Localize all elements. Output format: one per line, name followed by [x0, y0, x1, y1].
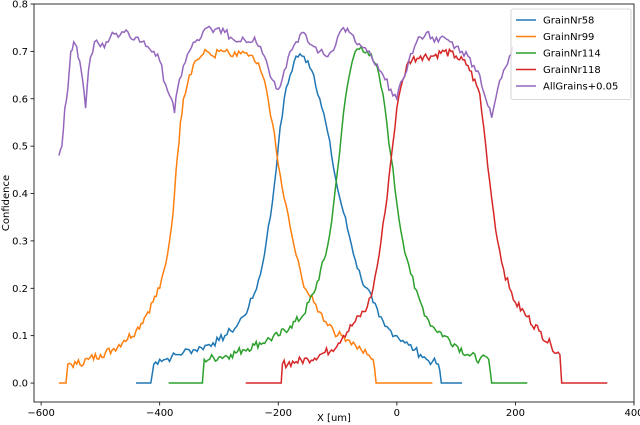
legend-label: GrainNr99 [543, 32, 594, 43]
y-tick-label: 0.7 [12, 47, 28, 58]
y-axis-title: Confidence [1, 175, 12, 231]
x-axis-title: X [um] [317, 413, 351, 424]
legend-box [510, 8, 632, 100]
y-tick-label: 0.2 [12, 284, 28, 295]
x-tick-label: −200 [265, 408, 292, 419]
legend-label: GrainNr118 [543, 65, 601, 76]
x-tick-label: −400 [146, 408, 173, 419]
series-line-grainnr99 [58, 48, 433, 384]
y-tick-label: 0.8 [12, 0, 28, 11]
plot-frame [33, 3, 635, 403]
y-axis: 0.0 0.1 0.2 0.3 0.4 0.5 0.6 0.7 0.8 [12, 0, 34, 390]
x-tick-label: 200 [506, 408, 525, 419]
legend-label: AllGrains+0.05 [543, 82, 618, 93]
x-tick-label: 400 [624, 408, 640, 419]
y-tick-label: 0.0 [12, 379, 28, 390]
y-tick-label: 0.3 [12, 236, 28, 247]
y-tick-label: 0.5 [12, 142, 28, 153]
legend-label: GrainNr58 [543, 16, 594, 27]
y-tick-label: 0.6 [12, 94, 28, 105]
y-tick-label: 0.4 [12, 189, 28, 200]
y-tick-label: 0.1 [12, 331, 28, 342]
series-line-grainnr114 [168, 45, 528, 384]
legend-label: GrainNr114 [543, 49, 601, 60]
series-line-grainnr58 [136, 52, 463, 384]
series-line-allgrains-0-05 [58, 25, 514, 156]
x-tick-label: 0 [394, 408, 400, 419]
x-axis: −600 −400 −200 0 200 400 [27, 402, 640, 419]
series-line-grainnr118 [245, 47, 608, 384]
legend: GrainNr58 GrainNr99 GrainNr114 GrainNr118 Al… [510, 8, 632, 100]
x-tick-label: −600 [27, 408, 54, 419]
series-layer [58, 25, 608, 384]
